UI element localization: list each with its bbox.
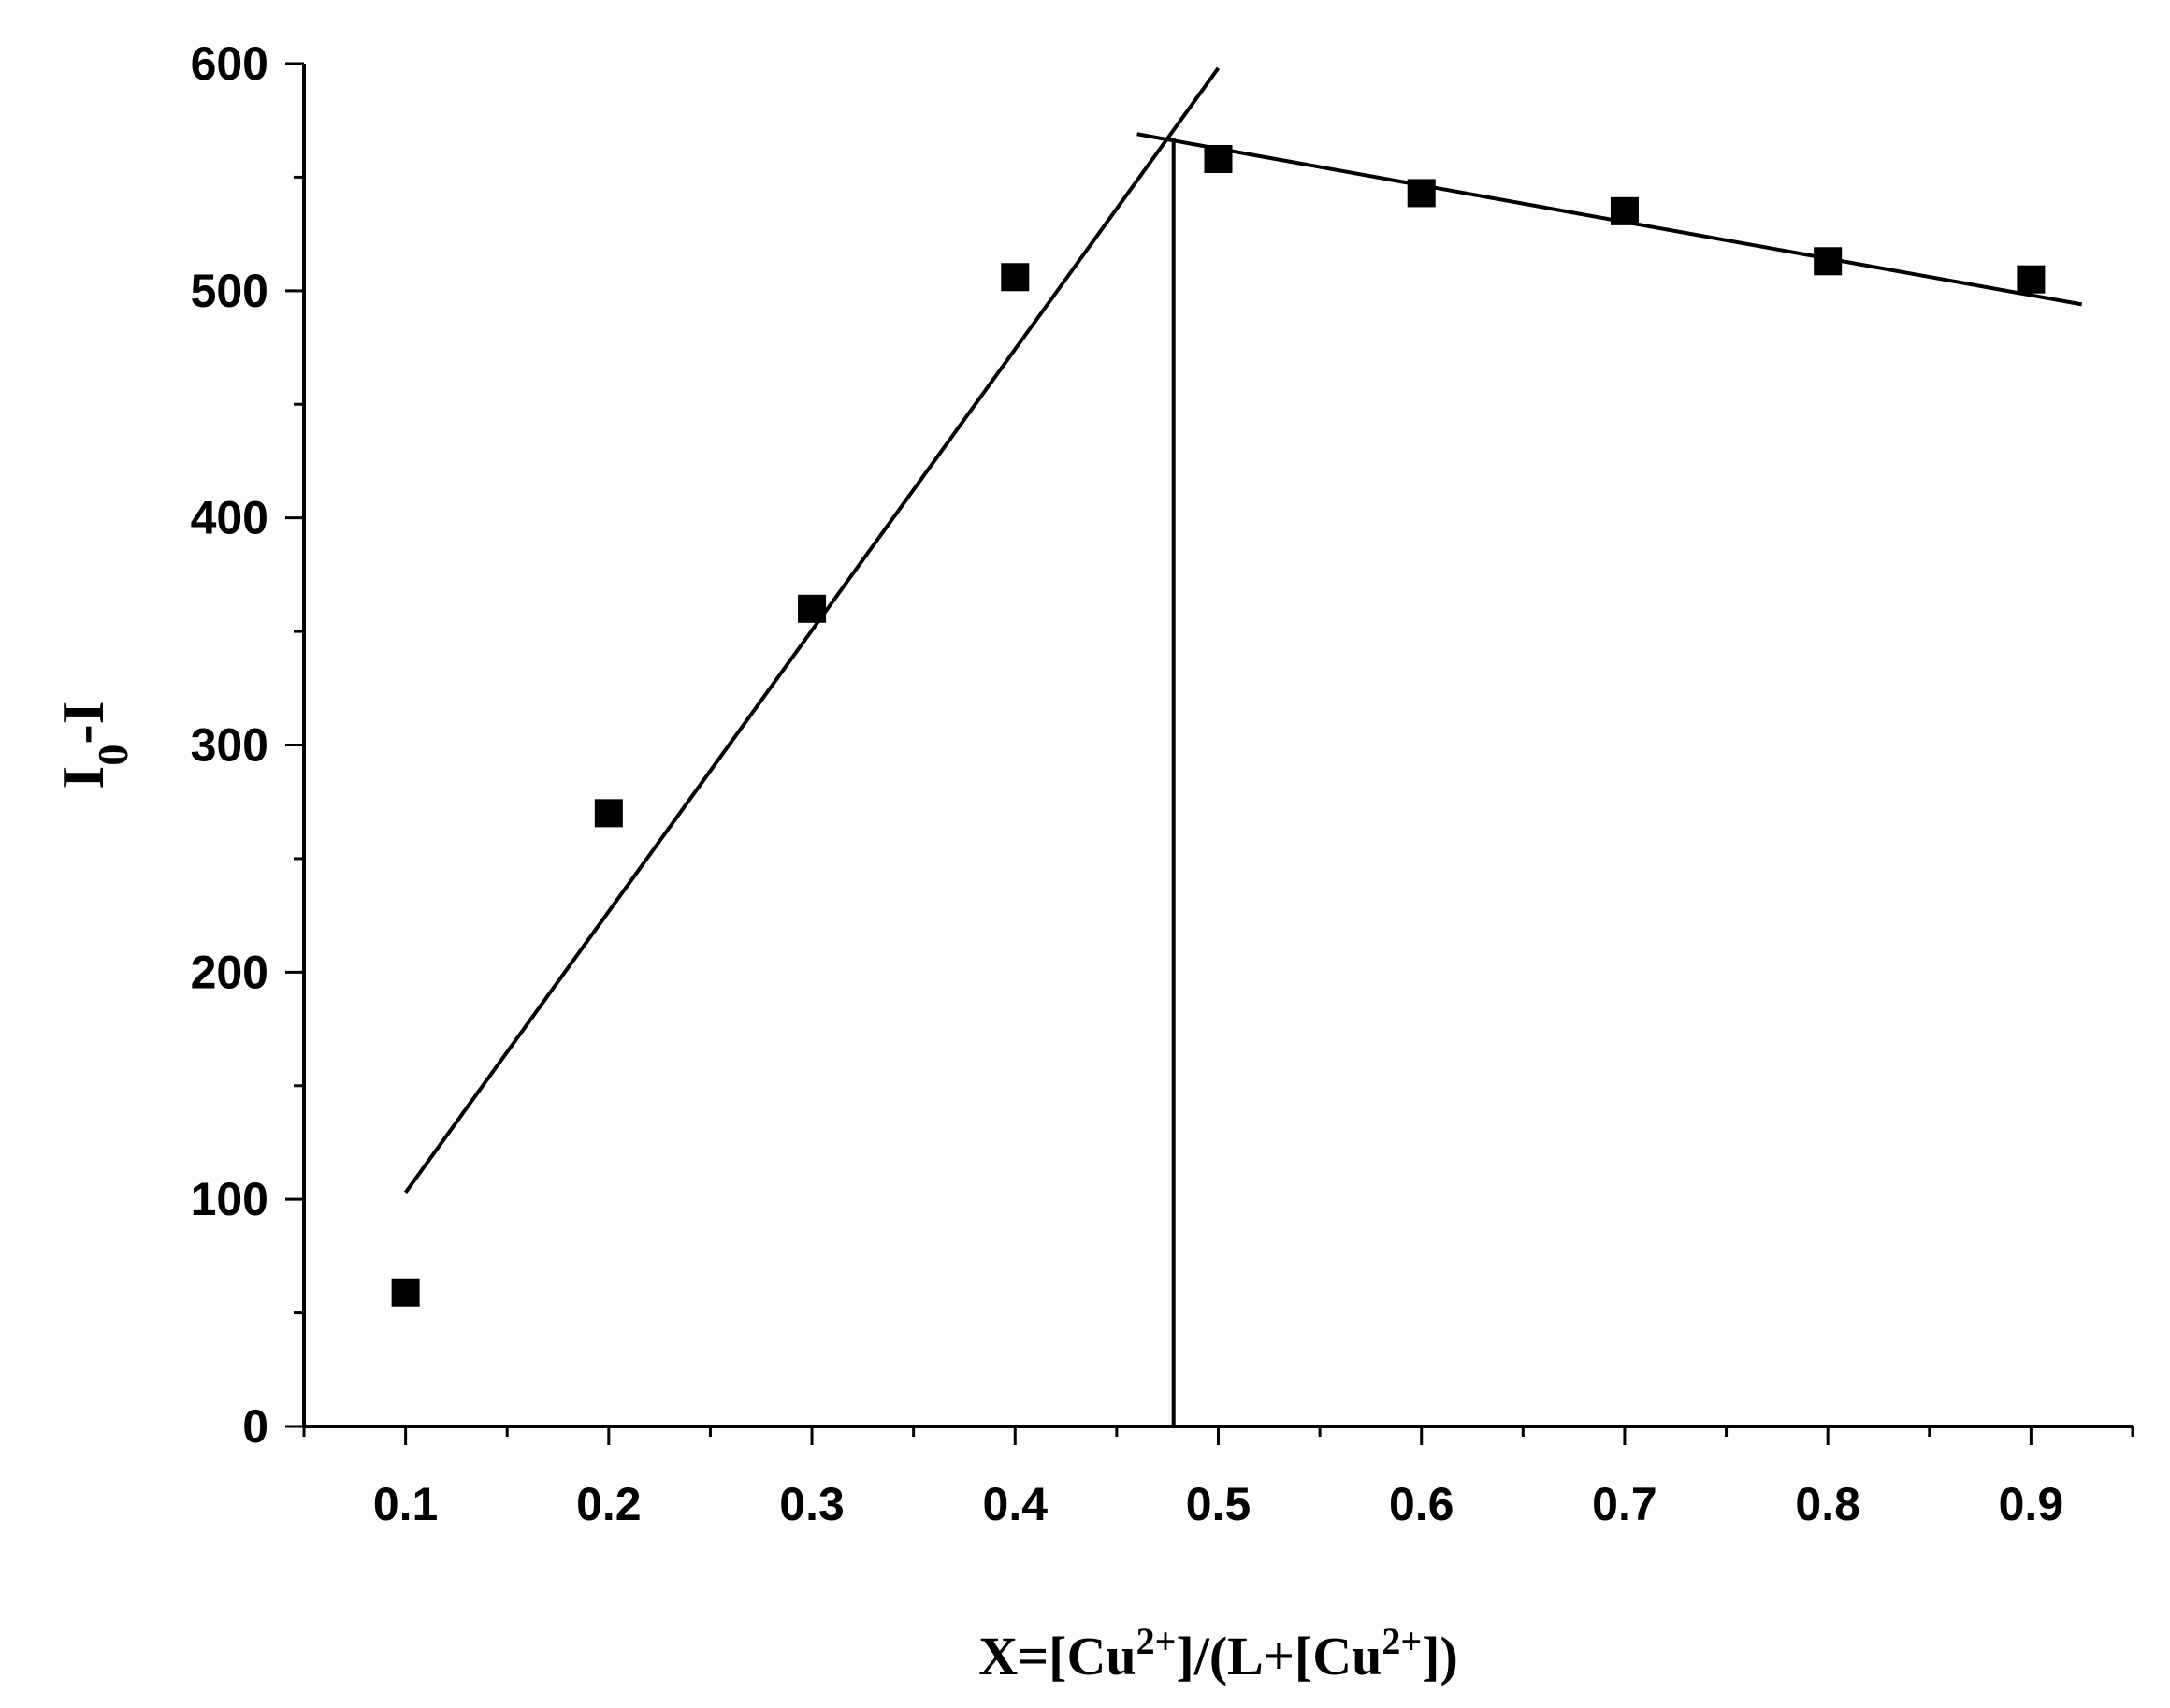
data-point — [391, 1278, 420, 1307]
fit-line-1 — [403, 66, 1221, 1194]
x-title-text: X=[Cu — [978, 1626, 1136, 1686]
data-point — [1407, 179, 1436, 208]
x-tick-label: 0.5 — [1186, 1478, 1251, 1530]
data-point — [1814, 247, 1843, 276]
y-tick-label: 300 — [191, 719, 268, 772]
x-tick-label: 0.4 — [983, 1478, 1049, 1530]
x-tick-label: 0.6 — [1389, 1478, 1454, 1530]
x-tick-label: 0.8 — [1795, 1478, 1860, 1530]
data-point — [1610, 196, 1639, 225]
y-axis-title: I0-I — [50, 701, 137, 789]
x-title-superscript: 2+ — [1382, 1620, 1422, 1662]
data-point — [2017, 265, 2046, 294]
data-point — [594, 799, 623, 828]
y-tick-label: 100 — [191, 1173, 268, 1225]
ticks — [285, 62, 2134, 1445]
y-tick-label: 400 — [191, 492, 268, 544]
x-tick-label: 0.9 — [1999, 1478, 2064, 1530]
data-point — [798, 594, 827, 623]
data-point — [1204, 144, 1233, 173]
data-point — [1001, 263, 1030, 292]
fit-lines — [403, 66, 2083, 1426]
y-title-text: I — [50, 766, 116, 789]
y-tick-label: 0 — [242, 1400, 268, 1453]
y-title-text: -I — [50, 701, 116, 744]
y-tick-label: 200 — [191, 946, 268, 998]
x-title-text: ]/(L+[Cu — [1176, 1626, 1382, 1686]
x-title-text: ]) — [1422, 1626, 1458, 1686]
x-title-superscript: 2+ — [1136, 1620, 1177, 1662]
axes — [302, 64, 2133, 1428]
data-points — [391, 144, 2046, 1307]
y-tick-label: 500 — [191, 265, 268, 317]
x-tick-label: 0.7 — [1592, 1478, 1657, 1530]
fit-line-2 — [1136, 132, 2083, 307]
x-tick-label: 0.1 — [373, 1478, 439, 1530]
x-axis-title: X=[Cu2+]/(L+[Cu2+]) — [978, 1620, 1458, 1687]
y-title-subscript: 0 — [89, 745, 137, 766]
x-tick-label: 0.2 — [576, 1478, 642, 1530]
x-tick-label: 0.3 — [779, 1478, 845, 1530]
y-tick-label: 600 — [191, 37, 268, 90]
tick-labels: 0 100 200 300 400 500 600 0.1 0.2 0.3 0.4 0.5 0.6 0.7… — [191, 37, 2064, 1530]
